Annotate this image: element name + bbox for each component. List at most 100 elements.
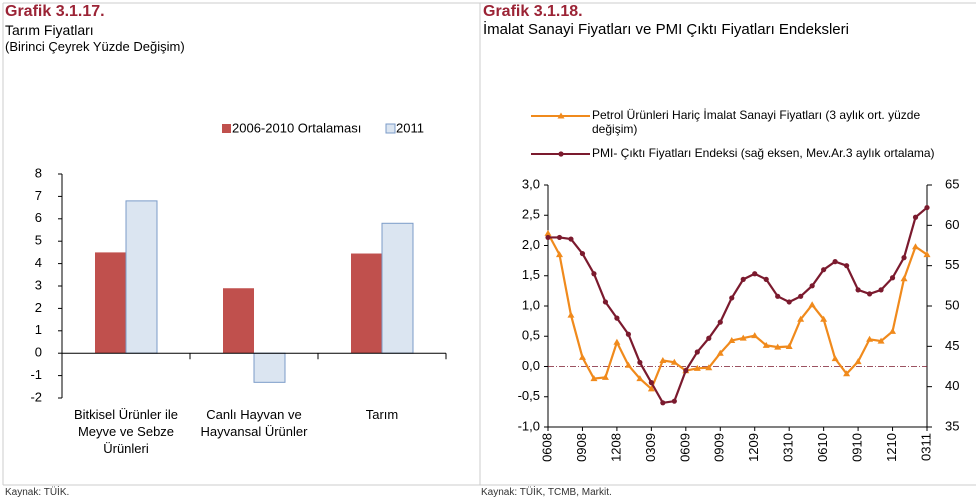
y2-tick-label: 65 (945, 176, 959, 191)
y-tick-label: -0,5 (518, 388, 540, 403)
point (544, 229, 552, 236)
y-tick-label: 0,0 (522, 358, 540, 373)
point (706, 335, 712, 341)
y2-tick-label: 50 (945, 297, 959, 312)
point (763, 276, 769, 282)
point (809, 283, 815, 289)
point (614, 315, 620, 321)
point (832, 259, 838, 265)
y-tick-label: 2 (35, 300, 42, 315)
point (613, 338, 621, 345)
chart-title: İmalat Sanayi Fiyatları ve PMI Çıktı Fiy… (483, 21, 849, 38)
y-tick-label: 4 (35, 255, 42, 270)
x-tick-label: 0311 (918, 433, 933, 461)
bar (351, 253, 382, 354)
line (548, 206, 928, 404)
y-tick-label: 0,5 (522, 328, 540, 343)
legend-swatch (222, 124, 231, 133)
point (878, 287, 884, 293)
point (900, 275, 908, 282)
y-tick-label: 3 (35, 277, 42, 292)
x-tick-label: Bitkisel Ürünler ile Meyve ve Sebze Ürün… (73, 407, 179, 456)
point (590, 375, 598, 382)
point (866, 335, 874, 342)
point (545, 234, 551, 241)
point (901, 255, 907, 261)
y2-tick-label: 35 (945, 418, 959, 433)
x-tick-label: 0608 (539, 433, 554, 462)
x-tick-label: 1210 (884, 433, 899, 462)
x-tick-label: 0610 (815, 433, 830, 462)
point (912, 214, 919, 220)
y-tick-label: 1,5 (522, 267, 540, 282)
point (786, 299, 792, 305)
point (556, 234, 563, 241)
figure-label: Grafik 3.1.17. (5, 3, 105, 20)
point (624, 361, 632, 368)
point (808, 301, 816, 308)
y2-tick-label: 40 (945, 378, 959, 393)
bar (125, 200, 158, 354)
y-tick-label: 8 (35, 165, 42, 180)
point (567, 311, 575, 318)
point (555, 251, 563, 258)
point (647, 385, 655, 392)
point (820, 315, 828, 322)
point (648, 380, 654, 386)
bar (253, 352, 286, 383)
y-tick-label: -1 (30, 367, 42, 382)
point (670, 358, 678, 365)
point (762, 341, 770, 348)
point (854, 358, 862, 365)
point (578, 353, 586, 360)
y-tick-label: 1,0 (522, 297, 540, 312)
bar (381, 222, 414, 354)
point (740, 276, 746, 282)
x-tick-label: 0909 (712, 433, 727, 462)
point (844, 263, 850, 269)
point (729, 295, 735, 301)
y-tick-label: 6 (35, 210, 42, 225)
point (751, 332, 759, 339)
point (694, 349, 700, 355)
point (660, 400, 666, 406)
y2-tick-label: 60 (945, 217, 959, 232)
x-tick-label: 0908 (574, 433, 589, 462)
bar (95, 252, 126, 354)
y-tick-label: 3,0 (522, 176, 540, 191)
point (889, 275, 896, 281)
point (659, 356, 667, 363)
point (601, 373, 609, 380)
point (739, 334, 747, 341)
x-tick-label: 0609 (677, 433, 692, 462)
point (716, 349, 724, 356)
point (821, 267, 827, 273)
point (866, 291, 873, 297)
legend-marker (557, 112, 565, 119)
chart-title: Tarım Fiyatları (5, 22, 94, 38)
y-tick-label: 2,5 (522, 207, 540, 222)
point (683, 367, 689, 374)
point (693, 364, 701, 371)
point (728, 336, 736, 343)
x-tick-label: 1209 (746, 433, 761, 462)
y-tick-label: 1 (35, 322, 42, 337)
point (889, 327, 897, 334)
point (752, 271, 758, 277)
point (636, 375, 644, 382)
source: Kaynak: TÜİK. (5, 487, 70, 498)
bar (223, 288, 254, 354)
point (625, 331, 631, 337)
point (843, 370, 851, 377)
legend-swatch (385, 123, 396, 134)
source: Kaynak: TÜİK, TCMB, Markit. (481, 487, 612, 498)
x-tick-label: 0309 (643, 433, 658, 462)
point (568, 236, 574, 242)
y-tick-label: 5 (35, 233, 42, 248)
legend-marker (558, 151, 564, 157)
y-tick-label: 2,0 (522, 237, 540, 252)
point (717, 319, 723, 325)
y2-tick-label: 45 (945, 338, 959, 353)
